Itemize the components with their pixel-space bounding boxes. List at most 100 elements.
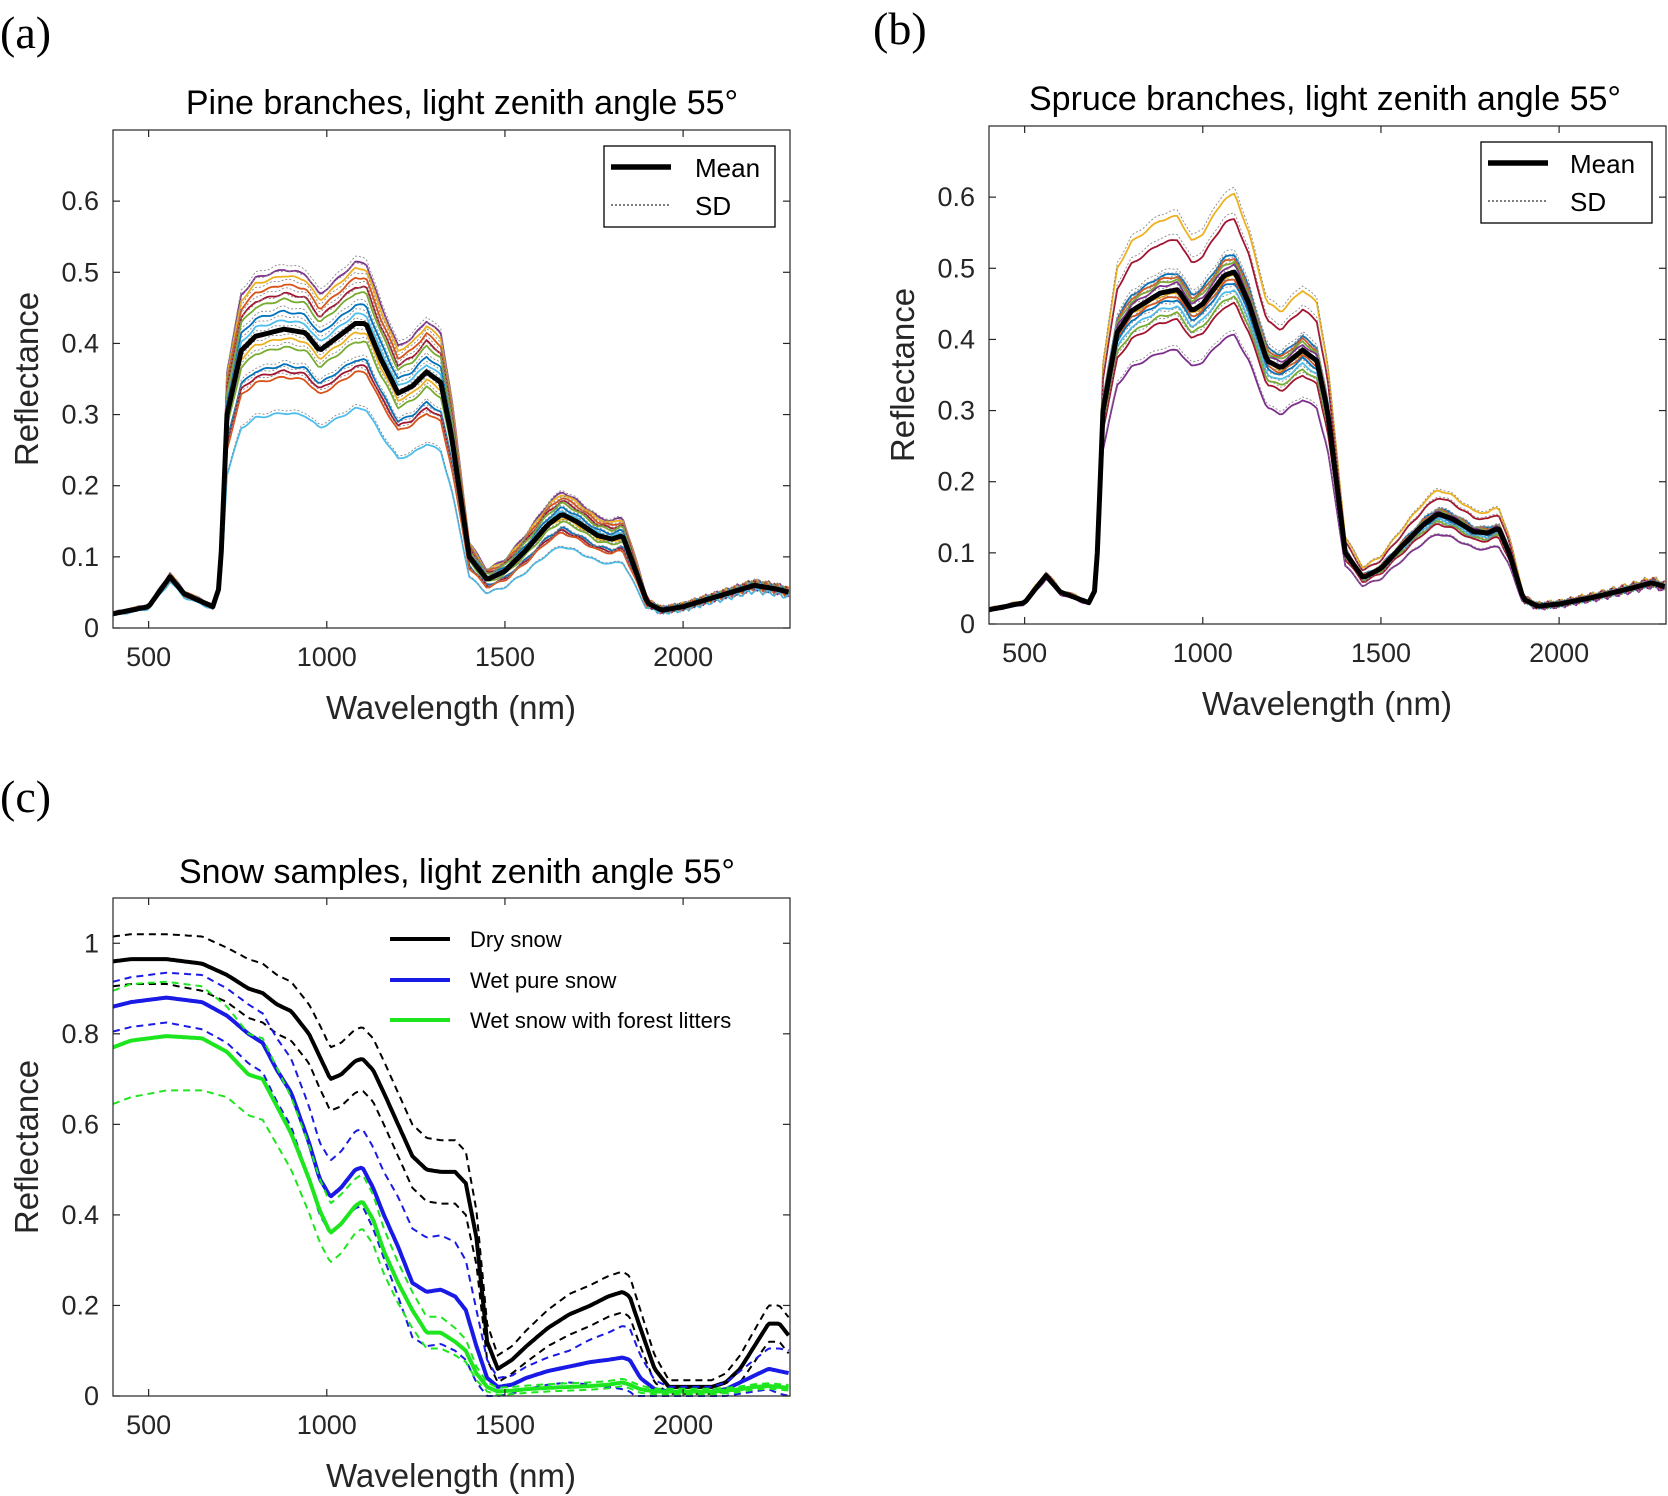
sample-sd-curve <box>112 336 789 615</box>
x-axis-label: Wavelength (nm) <box>326 1457 576 1494</box>
axes-box <box>988 125 1667 625</box>
y-tick-label: 0 <box>84 1381 99 1411</box>
y-tick-label: 0.1 <box>61 542 99 572</box>
y-tick-label: 0.2 <box>61 1290 99 1320</box>
y-axis-label: Reflectance <box>8 1060 45 1234</box>
mean-curve <box>112 957 791 1389</box>
panel-label-b: (b) <box>873 3 927 54</box>
sample-sd-curve <box>988 265 1665 611</box>
sample-sd-curve <box>112 286 789 615</box>
y-tick-label: 0.2 <box>937 467 975 497</box>
axes-box <box>112 897 791 1397</box>
y-tick-label: 0.3 <box>937 396 975 426</box>
x-axis-ticks: 500 1000 1500 2000 <box>126 130 713 672</box>
sample-curve <box>988 263 1665 612</box>
curve-group <box>988 186 1666 613</box>
chart-spruce-branches: Spruce branches, light zenith angle 55° … <box>884 80 1667 722</box>
x-tick-label: 500 <box>126 642 171 672</box>
legend-mean-label: Mean <box>695 153 760 183</box>
y-axis-ticks: 0 0.1 0.2 0.3 0.4 0.5 0.6 <box>937 182 1666 639</box>
sample-sd-curve <box>988 258 1665 611</box>
x-tick-label: 2000 <box>653 1410 713 1440</box>
sample-curve <box>988 260 1666 612</box>
sd-lower-curve <box>112 1089 789 1397</box>
legend-sd-label: SD <box>695 191 731 221</box>
y-axis-label: Reflectance <box>884 288 921 462</box>
x-tick-label: 1500 <box>475 642 535 672</box>
x-tick-label: 2000 <box>1529 638 1589 668</box>
sample-sd-curve <box>988 269 1665 610</box>
mean-curve <box>112 1034 789 1394</box>
legend-box <box>603 145 776 228</box>
sample-curve <box>988 295 1665 613</box>
x-tick-label: 500 <box>126 1410 171 1440</box>
mean-curve <box>112 995 790 1394</box>
chart-snow-samples: Snow samples, light zenith angle 55° 500… <box>8 853 791 1494</box>
x-tick-label: 500 <box>1002 638 1047 668</box>
axes-box <box>112 129 791 629</box>
legend-dry-snow-label: Dry snow <box>470 927 562 952</box>
x-tick-label: 1000 <box>297 642 357 672</box>
chart-pine-branches: Pine branches, light zenith angle 55° 50… <box>8 84 791 726</box>
y-tick-label: 0.5 <box>61 257 99 287</box>
y-tick-label: 0.4 <box>61 328 99 358</box>
x-tick-label: 1500 <box>475 1410 535 1440</box>
sample-curve <box>112 331 789 615</box>
legend-wet-snow-litters-label: Wet snow with forest litters <box>470 1008 731 1033</box>
x-tick-label: 1500 <box>1351 638 1411 668</box>
y-axis-ticks: 0 0.2 0.4 0.6 0.8 1 <box>61 928 790 1411</box>
chart-title: Pine branches, light zenith angle 55° <box>186 84 738 122</box>
y-tick-label: 0.3 <box>61 400 99 430</box>
x-axis-ticks: 500 1000 1500 2000 <box>1002 126 1589 668</box>
x-tick-label: 1000 <box>297 1410 357 1440</box>
legend: Dry snow Wet pure snow Wet snow with for… <box>390 927 731 1033</box>
x-tick-label: 1000 <box>1173 638 1233 668</box>
panel-label-a: (a) <box>0 7 51 58</box>
sample-sd-curve <box>988 274 1665 610</box>
x-axis-ticks: 500 1000 1500 2000 <box>126 898 713 1440</box>
y-tick-label: 0.8 <box>61 1019 99 1049</box>
sd-upper-curve <box>112 980 789 1390</box>
y-tick-label: 0.5 <box>937 253 975 283</box>
sample-sd-curve <box>988 290 1665 612</box>
panel-label-c: (c) <box>0 771 51 822</box>
sample-curve <box>988 301 1666 612</box>
y-tick-label: 0.1 <box>937 538 975 568</box>
mean-curve <box>112 321 790 617</box>
sd-upper-curve <box>112 933 790 1382</box>
curve-group <box>112 933 791 1397</box>
y-axis-ticks: 0 0.1 0.2 0.3 0.4 0.5 0.6 <box>61 186 790 643</box>
sample-curve <box>112 285 790 615</box>
y-tick-label: 0.6 <box>61 1109 99 1139</box>
y-axis-label: Reflectance <box>8 292 45 466</box>
legend: Mean SD <box>1480 141 1653 224</box>
y-tick-label: 0.2 <box>61 471 99 501</box>
sample-sd-curve <box>988 329 1665 611</box>
sample-curve <box>988 270 1666 611</box>
chart-title: Snow samples, light zenith angle 55° <box>179 853 735 891</box>
x-axis-label: Wavelength (nm) <box>1202 685 1452 722</box>
sample-sd-curve <box>988 297 1665 611</box>
sample-sd-curve <box>988 255 1665 611</box>
sample-curve <box>988 274 1666 610</box>
legend: Mean SD <box>603 145 776 228</box>
legend-box <box>1480 141 1653 224</box>
y-tick-label: 0.6 <box>937 182 975 212</box>
x-axis-label: Wavelength (nm) <box>326 689 576 726</box>
chart-title: Spruce branches, light zenith angle 55° <box>1029 80 1621 118</box>
sample-curve <box>112 340 790 615</box>
sample-curve <box>988 258 1666 611</box>
curve-group <box>112 255 790 617</box>
x-tick-label: 2000 <box>653 642 713 672</box>
y-tick-label: 0 <box>84 613 99 643</box>
legend-sd-label: SD <box>1570 187 1606 217</box>
y-tick-label: 0.4 <box>937 324 975 354</box>
y-tick-label: 0.6 <box>61 186 99 216</box>
y-tick-label: 0 <box>960 609 975 639</box>
y-tick-label: 1 <box>84 928 99 958</box>
y-tick-label: 0.4 <box>61 1200 99 1230</box>
legend-wet-pure-snow-label: Wet pure snow <box>470 968 616 993</box>
sample-sd-curve <box>113 327 789 614</box>
mean-curve <box>988 269 1666 613</box>
